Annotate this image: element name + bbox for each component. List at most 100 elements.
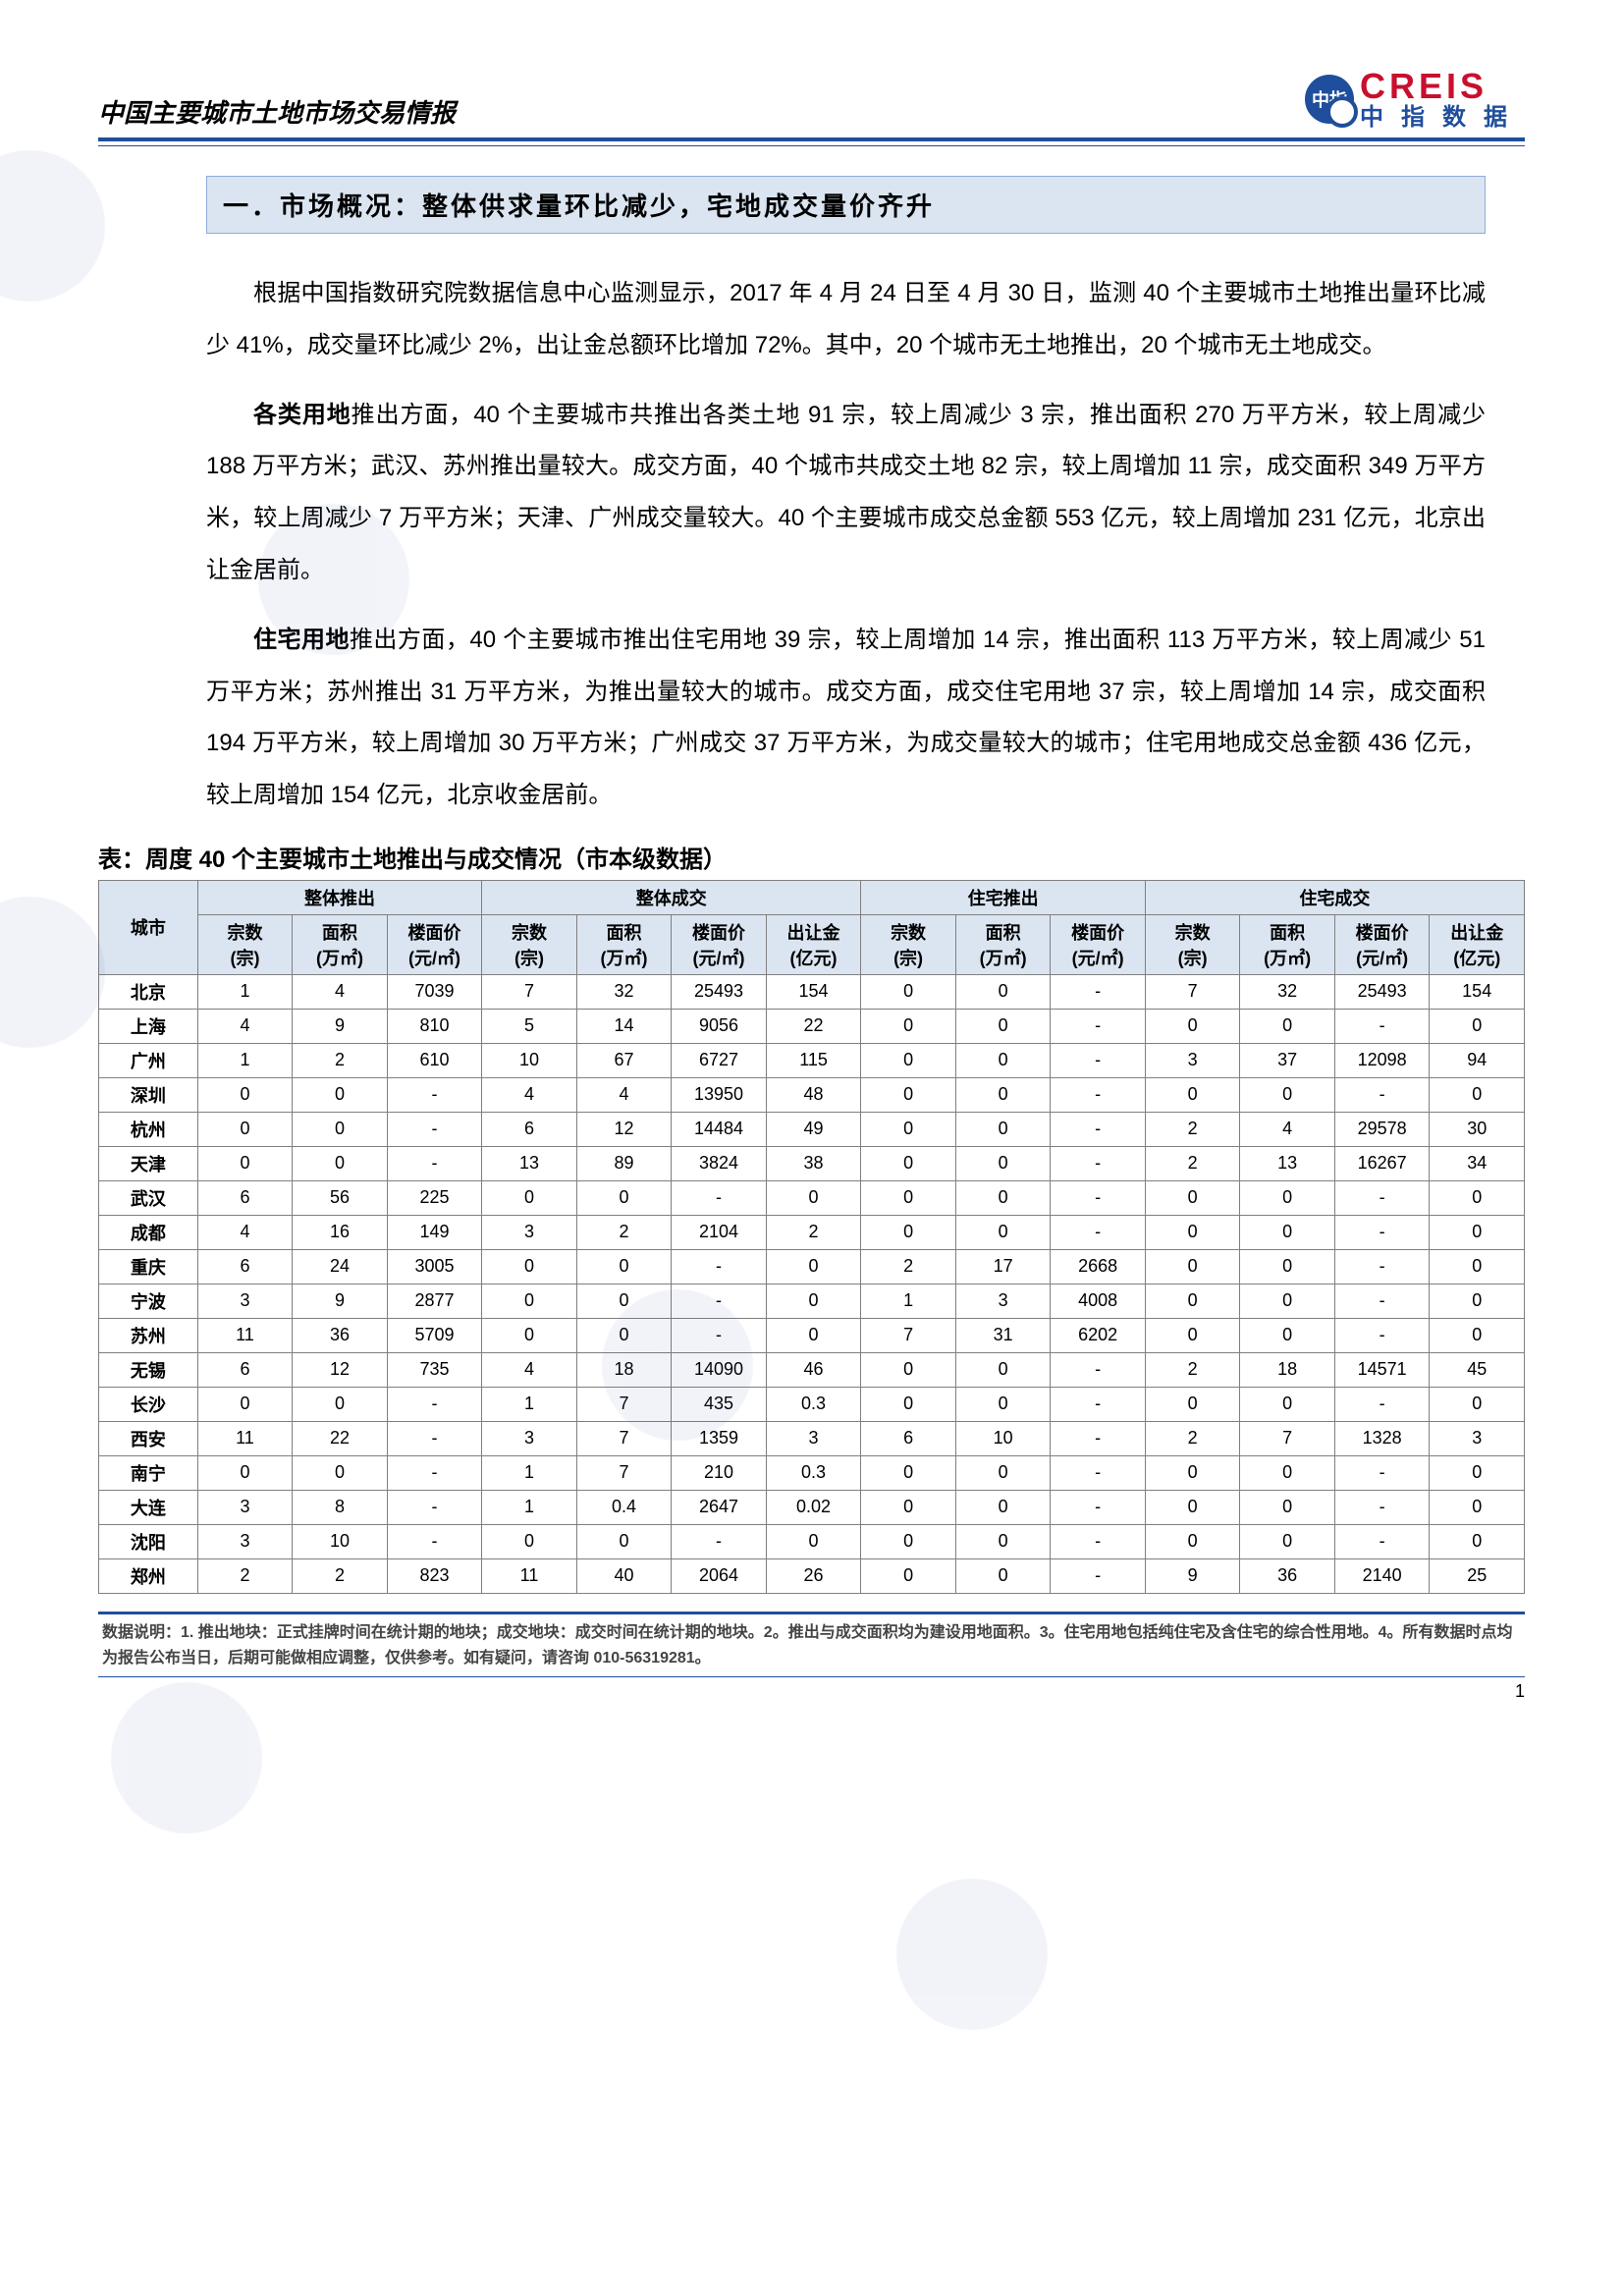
cell-value: 7039 <box>387 974 482 1009</box>
cell-value: 154 <box>1430 974 1525 1009</box>
cell-value: 3 <box>482 1421 577 1455</box>
cell-city: 成都 <box>99 1215 198 1249</box>
cell-value: 3 <box>197 1284 293 1318</box>
group-header-row: 城市 整体推出 整体成交 住宅推出 住宅成交 <box>99 880 1525 914</box>
cell-value: 25493 <box>672 974 767 1009</box>
cell-value: 9 <box>293 1009 388 1043</box>
cell-value: 11 <box>197 1318 293 1352</box>
sub-a-zong: 宗数(宗) <box>197 914 293 974</box>
table-row: 苏州1136570900-0731620200-0 <box>99 1318 1525 1352</box>
cell-value: 0 <box>955 1490 1051 1524</box>
cell-value: 7 <box>482 974 577 1009</box>
cell-value: 36 <box>1240 1558 1335 1593</box>
sub-d-zong: 宗数(宗) <box>1145 914 1240 974</box>
cell-value: - <box>1334 1387 1430 1421</box>
cell-value: 94 <box>1430 1043 1525 1077</box>
cell-value: 0 <box>955 1387 1051 1421</box>
sub-d-money: 出让金(亿元) <box>1430 914 1525 974</box>
table-row: 西安1122-3713593610-2713283 <box>99 1421 1525 1455</box>
cell-value: 0 <box>861 1352 956 1387</box>
cell-value: 2 <box>1145 1112 1240 1146</box>
cell-value: 0 <box>1430 1318 1525 1352</box>
cell-value: 2 <box>293 1043 388 1077</box>
cell-value: - <box>672 1318 767 1352</box>
cell-value: 3 <box>955 1284 1051 1318</box>
cell-value: 0 <box>576 1318 672 1352</box>
cell-value: 0 <box>1240 1249 1335 1284</box>
cell-value: - <box>1051 1112 1146 1146</box>
cell-value: - <box>1051 1558 1146 1593</box>
sub-d-price: 楼面价(元/㎡) <box>1334 914 1430 974</box>
cell-value: 6 <box>197 1249 293 1284</box>
cell-value: 17 <box>955 1249 1051 1284</box>
table-row: 宁波39287700-013400800-0 <box>99 1284 1525 1318</box>
cell-value: 4 <box>293 974 388 1009</box>
cell-value: 0 <box>1240 1215 1335 1249</box>
cell-value: - <box>1051 1180 1146 1215</box>
cell-value: 25 <box>1430 1558 1525 1593</box>
sub-c-price: 楼面价(元/㎡) <box>1051 914 1146 974</box>
cell-value: 0 <box>955 974 1051 1009</box>
logo-badge-icon: 中指 <box>1305 75 1354 124</box>
cell-value: 0 <box>1240 1387 1335 1421</box>
cell-value: - <box>387 1077 482 1112</box>
cell-value: - <box>1334 1180 1430 1215</box>
table-row: 天津00-138938243800-2131626734 <box>99 1146 1525 1180</box>
cell-value: 2 <box>766 1215 861 1249</box>
cell-value: 2 <box>1145 1146 1240 1180</box>
cell-value: - <box>387 1524 482 1558</box>
paragraph-2: 各类用地推出方面，40 个主要城市共推出各类土地 91 宗，较上周减少 3 宗，… <box>206 390 1486 597</box>
cell-value: 0 <box>861 1112 956 1146</box>
cell-value: 7 <box>576 1387 672 1421</box>
cell-city: 杭州 <box>99 1112 198 1146</box>
cell-city: 广州 <box>99 1043 198 1077</box>
cell-value: 3824 <box>672 1146 767 1180</box>
cell-value: - <box>1051 1215 1146 1249</box>
cell-value: 0 <box>955 1009 1051 1043</box>
cell-value: 22 <box>766 1009 861 1043</box>
header-rule-thick <box>98 137 1525 141</box>
cell-value: - <box>387 1421 482 1455</box>
cell-value: 0 <box>482 1524 577 1558</box>
cell-value: - <box>1051 1490 1146 1524</box>
cell-value: 3 <box>1430 1421 1525 1455</box>
cell-value: 0 <box>1430 1490 1525 1524</box>
header-rule-thin <box>98 145 1525 146</box>
cell-value: 0 <box>766 1249 861 1284</box>
cell-value: 0 <box>1430 1387 1525 1421</box>
table-head: 城市 整体推出 整体成交 住宅推出 住宅成交 宗数(宗) 面积(万㎡) 楼面价(… <box>99 880 1525 974</box>
watermark: C <box>0 137 118 314</box>
cell-value: 0 <box>955 1180 1051 1215</box>
cell-value: 0 <box>293 1077 388 1112</box>
cell-value: 0 <box>861 974 956 1009</box>
cell-value: 3 <box>482 1215 577 1249</box>
cell-value: 0 <box>861 1490 956 1524</box>
cell-value: 0 <box>197 1455 293 1490</box>
cell-value: 14090 <box>672 1352 767 1387</box>
cell-value: 0.3 <box>766 1455 861 1490</box>
sub-d-area: 面积(万㎡) <box>1240 914 1335 974</box>
sub-b-zong: 宗数(宗) <box>482 914 577 974</box>
cell-value: 0 <box>1145 1490 1240 1524</box>
cell-value: 0 <box>955 1455 1051 1490</box>
cell-value: 4 <box>197 1009 293 1043</box>
p2-lead: 各类用地 <box>253 402 352 428</box>
col-city: 城市 <box>99 880 198 974</box>
cell-value: 0 <box>955 1215 1051 1249</box>
cell-value: 8 <box>293 1490 388 1524</box>
table-row: 上海4981051490562200-00-0 <box>99 1009 1525 1043</box>
cell-city: 西安 <box>99 1421 198 1455</box>
cell-value: 56 <box>293 1180 388 1215</box>
cell-value: 9056 <box>672 1009 767 1043</box>
cell-value: - <box>1051 1009 1146 1043</box>
cell-value: 9 <box>293 1284 388 1318</box>
body-text: 根据中国指数研究院数据信息中心监测显示，2017 年 4 月 24 日至 4 月… <box>206 268 1486 822</box>
sub-a-area: 面积(万㎡) <box>293 914 388 974</box>
cell-value: 4 <box>482 1352 577 1387</box>
cell-value: 26 <box>766 1558 861 1593</box>
cell-value: 0 <box>1240 1284 1335 1318</box>
paragraph-1: 根据中国指数研究院数据信息中心监测显示，2017 年 4 月 24 日至 4 月… <box>206 268 1486 372</box>
cell-value: 13 <box>482 1146 577 1180</box>
table-row: 广州126101067672711500-3371209894 <box>99 1043 1525 1077</box>
cell-value: 0 <box>1240 1180 1335 1215</box>
